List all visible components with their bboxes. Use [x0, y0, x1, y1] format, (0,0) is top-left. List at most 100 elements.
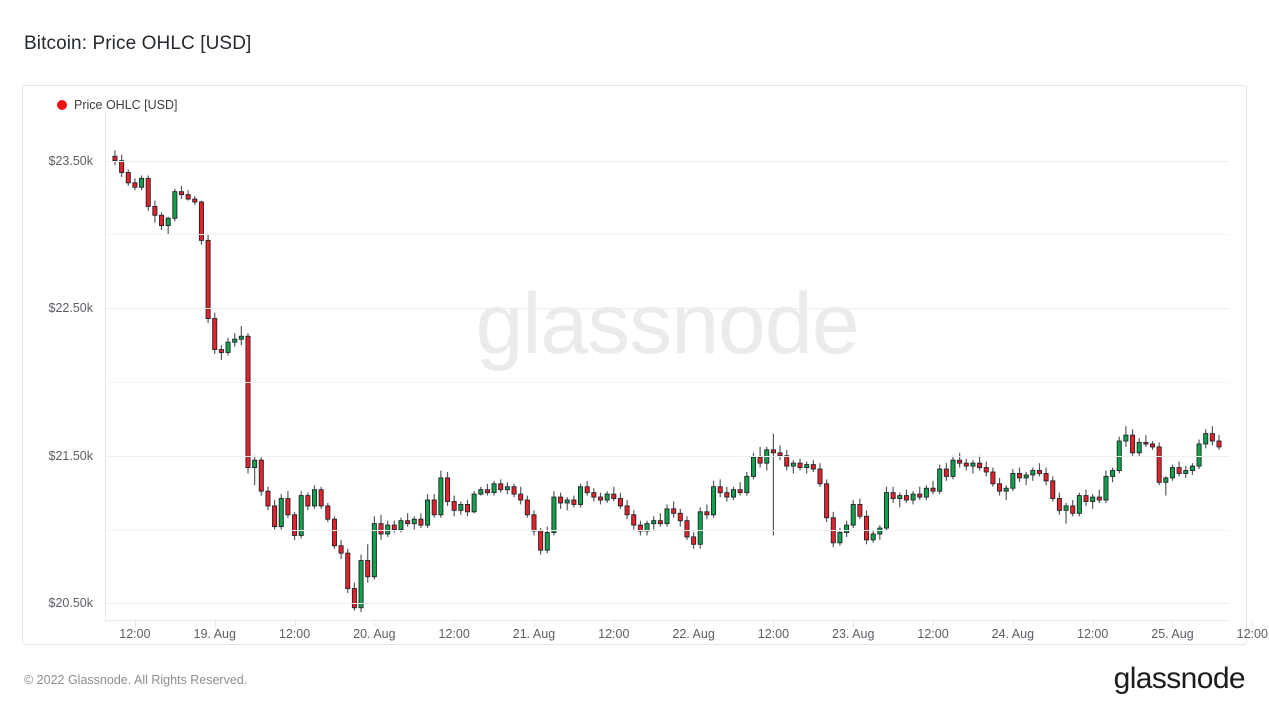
candle-body: [651, 520, 657, 525]
candle-body: [810, 464, 816, 470]
candle-body: [285, 498, 291, 516]
candlestick: [957, 452, 963, 468]
x-axis-tick-mark: [1172, 621, 1174, 627]
candlestick: [218, 345, 224, 360]
y-axis-tick-label: $23.50k: [48, 153, 93, 168]
candle-body: [1016, 473, 1023, 479]
x-axis-tick-mark: [134, 621, 136, 627]
x-axis-tick-mark: [1252, 621, 1254, 627]
candlestick: [817, 463, 823, 487]
candle-body: [338, 545, 344, 554]
candle-body: [365, 560, 371, 578]
candlestick: [691, 532, 697, 549]
candle-body: [844, 524, 850, 533]
candle-body: [325, 505, 331, 520]
candle-body: [1143, 442, 1149, 445]
candlestick: [491, 480, 497, 496]
candlestick: [311, 485, 318, 509]
candle-body: [564, 499, 570, 504]
x-axis-tick-label: 12:00: [917, 627, 949, 641]
x-axis-tick-label: 19. Aug: [193, 627, 236, 641]
candle-body: [351, 588, 357, 609]
candle-body: [438, 477, 444, 516]
candlestick: [451, 495, 457, 517]
candle-body: [1123, 434, 1129, 442]
candle-body: [730, 489, 737, 498]
candlestick: [391, 520, 397, 533]
candlestick: [564, 497, 570, 511]
candlestick: [165, 216, 171, 235]
plot-area[interactable]: glassnode $23.50k $22.50k $21.50k $20.50k 12…: [49, 112, 1268, 641]
candlestick: [917, 486, 923, 501]
candlestick: [518, 486, 524, 505]
candle-body: [970, 462, 976, 467]
candlestick: [870, 531, 876, 543]
candle-body: [464, 503, 470, 513]
gridline-minor: [105, 234, 1229, 236]
candle-body: [691, 536, 697, 545]
candle-body: [205, 239, 211, 320]
candlestick: [1090, 494, 1096, 509]
candlestick: [591, 488, 597, 502]
candle-body: [784, 455, 790, 467]
y-axis-line: [105, 112, 106, 621]
candle-body: [770, 449, 776, 454]
candle-body: [857, 503, 863, 517]
candlestick: [864, 510, 870, 545]
candlestick: [983, 461, 989, 477]
candle-body: [684, 520, 690, 538]
candle-body: [631, 514, 637, 526]
candle-body: [977, 462, 983, 469]
candle-body: [890, 492, 896, 499]
candle-body: [345, 552, 351, 589]
candlestick: [950, 455, 956, 480]
candlestick: [119, 154, 125, 177]
candle-body: [877, 527, 883, 535]
candle-body: [544, 532, 550, 551]
candle-body: [1030, 470, 1036, 476]
candle-body: [1203, 433, 1209, 445]
candle-body: [744, 475, 750, 494]
candlestick: [1030, 467, 1036, 481]
candle-body: [584, 486, 590, 494]
candle-body: [425, 499, 431, 526]
candlestick: [1063, 502, 1069, 524]
candle-body: [198, 201, 204, 241]
candle-body: [318, 489, 324, 507]
candle-body: [578, 486, 584, 505]
candlestick: [558, 492, 564, 509]
legend-color-dot: [57, 100, 67, 110]
candle-body: [910, 493, 916, 501]
candlestick: [804, 461, 810, 474]
x-axis-tick-label: 12:00: [438, 627, 470, 641]
candle-body: [132, 182, 138, 188]
candle-body: [637, 524, 643, 532]
candlestick: [178, 185, 184, 200]
candle-body: [524, 499, 530, 516]
candle-body: [1136, 442, 1142, 454]
gridline-major: [105, 160, 1229, 162]
candlestick: [325, 502, 331, 523]
candlestick: [637, 520, 643, 536]
candlestick: [1083, 489, 1089, 506]
x-axis-tick-label: 22. Aug: [672, 627, 715, 641]
candle-body: [298, 495, 304, 536]
candle-body: [624, 505, 630, 516]
candlestick: [185, 190, 191, 201]
candlestick: [498, 479, 504, 493]
candlestick: [212, 312, 218, 354]
candlestick: [1150, 441, 1156, 450]
candle-body: [232, 338, 238, 343]
candle-body: [145, 177, 151, 207]
candlestick: [258, 457, 264, 496]
candlestick: [1103, 470, 1109, 503]
candle-body: [1083, 495, 1089, 502]
candle-body: [797, 462, 803, 469]
candle-body: [1209, 433, 1215, 442]
candlestick: [730, 486, 737, 501]
chart-legend[interactable]: Price OHLC [USD]: [57, 98, 178, 112]
candle-body: [1130, 434, 1136, 454]
candlestick: [1016, 467, 1023, 483]
y-axis-tick-label: $22.50k: [48, 301, 93, 316]
x-axis-tick-label: 21. Aug: [512, 627, 556, 641]
